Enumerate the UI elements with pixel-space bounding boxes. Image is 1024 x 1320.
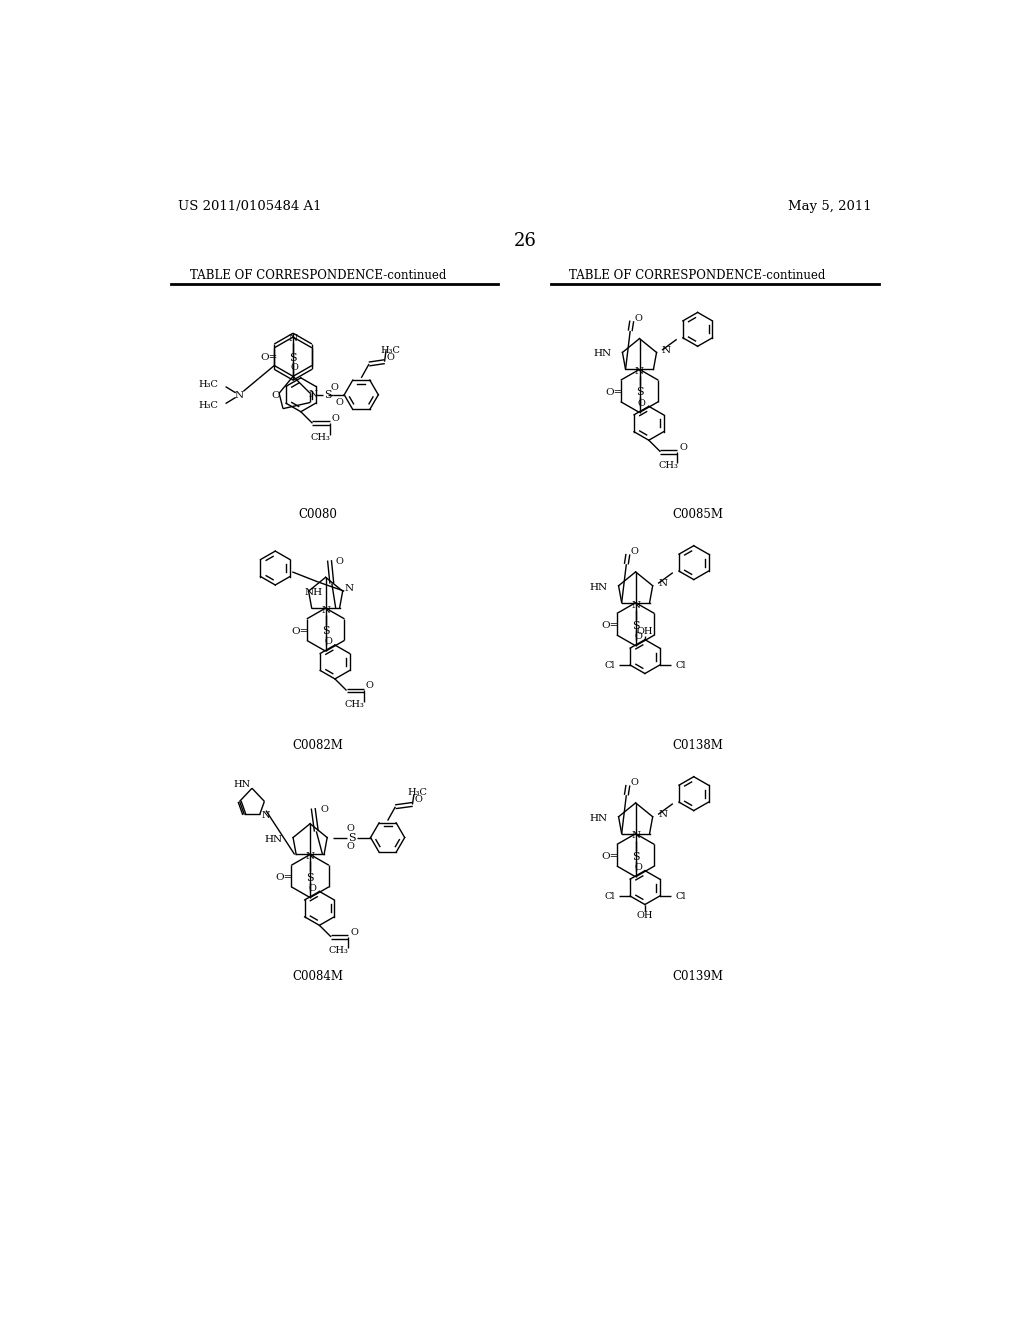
Text: S: S: [632, 620, 639, 631]
Text: O: O: [291, 363, 299, 371]
Text: HN: HN: [233, 780, 251, 789]
Text: O: O: [346, 842, 354, 851]
Text: O: O: [336, 399, 343, 407]
Text: CH₃: CH₃: [658, 461, 678, 470]
Text: O: O: [680, 442, 687, 451]
Text: S: S: [632, 851, 639, 862]
Text: O: O: [638, 399, 646, 408]
Text: N: N: [658, 579, 668, 587]
Text: Cl: Cl: [604, 660, 614, 669]
Text: N: N: [658, 810, 668, 818]
Text: HN: HN: [594, 350, 611, 359]
Text: C0082M: C0082M: [293, 739, 343, 751]
Text: S: S: [348, 833, 355, 842]
Text: H₃C: H₃C: [407, 788, 427, 797]
Text: O: O: [630, 779, 638, 787]
Text: O: O: [387, 354, 394, 362]
Text: HN: HN: [264, 834, 283, 843]
Text: CH₃: CH₃: [329, 946, 349, 956]
Text: O=: O=: [605, 388, 623, 397]
Text: S: S: [289, 352, 297, 363]
Text: Cl: Cl: [675, 891, 686, 900]
Text: N: N: [289, 334, 298, 343]
Text: Cl: Cl: [675, 660, 686, 669]
Text: S: S: [306, 873, 314, 883]
Text: N: N: [262, 812, 270, 821]
Text: HN: HN: [590, 583, 607, 591]
Text: N: N: [631, 601, 640, 610]
Text: C0139M: C0139M: [672, 970, 723, 982]
Text: S: S: [322, 626, 330, 636]
Text: TABLE OF CORRESPONDENCE-continued: TABLE OF CORRESPONDENCE-continued: [189, 269, 446, 282]
Text: N: N: [305, 853, 314, 861]
Text: O: O: [324, 638, 332, 647]
Text: O=: O=: [601, 622, 618, 630]
Text: N: N: [635, 367, 644, 376]
Text: S: S: [636, 388, 643, 397]
Text: C0084M: C0084M: [293, 970, 343, 982]
Text: US 2011/0105484 A1: US 2011/0105484 A1: [178, 199, 322, 213]
Text: N: N: [631, 832, 640, 841]
Text: Cl: Cl: [604, 891, 614, 900]
Text: O: O: [308, 884, 316, 892]
Text: O: O: [332, 414, 340, 424]
Text: May 5, 2011: May 5, 2011: [787, 199, 871, 213]
Text: O=: O=: [260, 354, 278, 362]
Text: H₃C: H₃C: [198, 401, 218, 411]
Text: C0138M: C0138M: [672, 739, 723, 751]
Text: N: N: [662, 346, 671, 355]
Text: O: O: [366, 681, 374, 690]
Text: O: O: [630, 548, 638, 556]
Text: O=: O=: [291, 627, 308, 636]
Text: OH: OH: [637, 627, 653, 636]
Text: N: N: [308, 391, 317, 399]
Text: O: O: [634, 632, 642, 642]
Text: S: S: [325, 389, 332, 400]
Text: TABLE OF CORRESPONDENCE-continued: TABLE OF CORRESPONDENCE-continued: [569, 269, 825, 282]
Text: O: O: [271, 391, 280, 400]
Text: O: O: [634, 314, 642, 323]
Text: O: O: [336, 557, 343, 566]
Text: O=: O=: [601, 853, 618, 861]
Text: O: O: [346, 824, 354, 833]
Text: OH: OH: [637, 911, 653, 920]
Text: C0080: C0080: [298, 508, 337, 520]
Text: N: N: [322, 606, 330, 615]
Text: N: N: [344, 585, 353, 593]
Text: CH₃: CH₃: [344, 700, 365, 709]
Text: NH: NH: [305, 589, 323, 597]
Text: O: O: [350, 928, 358, 937]
Text: C0085M: C0085M: [672, 508, 723, 520]
Text: H₃C: H₃C: [198, 380, 218, 389]
Text: O: O: [415, 795, 423, 804]
Text: O: O: [634, 863, 642, 873]
Text: HN: HN: [590, 814, 607, 822]
Text: CH₃: CH₃: [310, 433, 330, 442]
Text: 26: 26: [513, 232, 537, 249]
Text: O: O: [321, 805, 328, 814]
Text: O=: O=: [275, 873, 293, 882]
Text: O: O: [331, 383, 339, 392]
Text: H₃C: H₃C: [381, 346, 400, 355]
Text: N: N: [234, 391, 244, 400]
